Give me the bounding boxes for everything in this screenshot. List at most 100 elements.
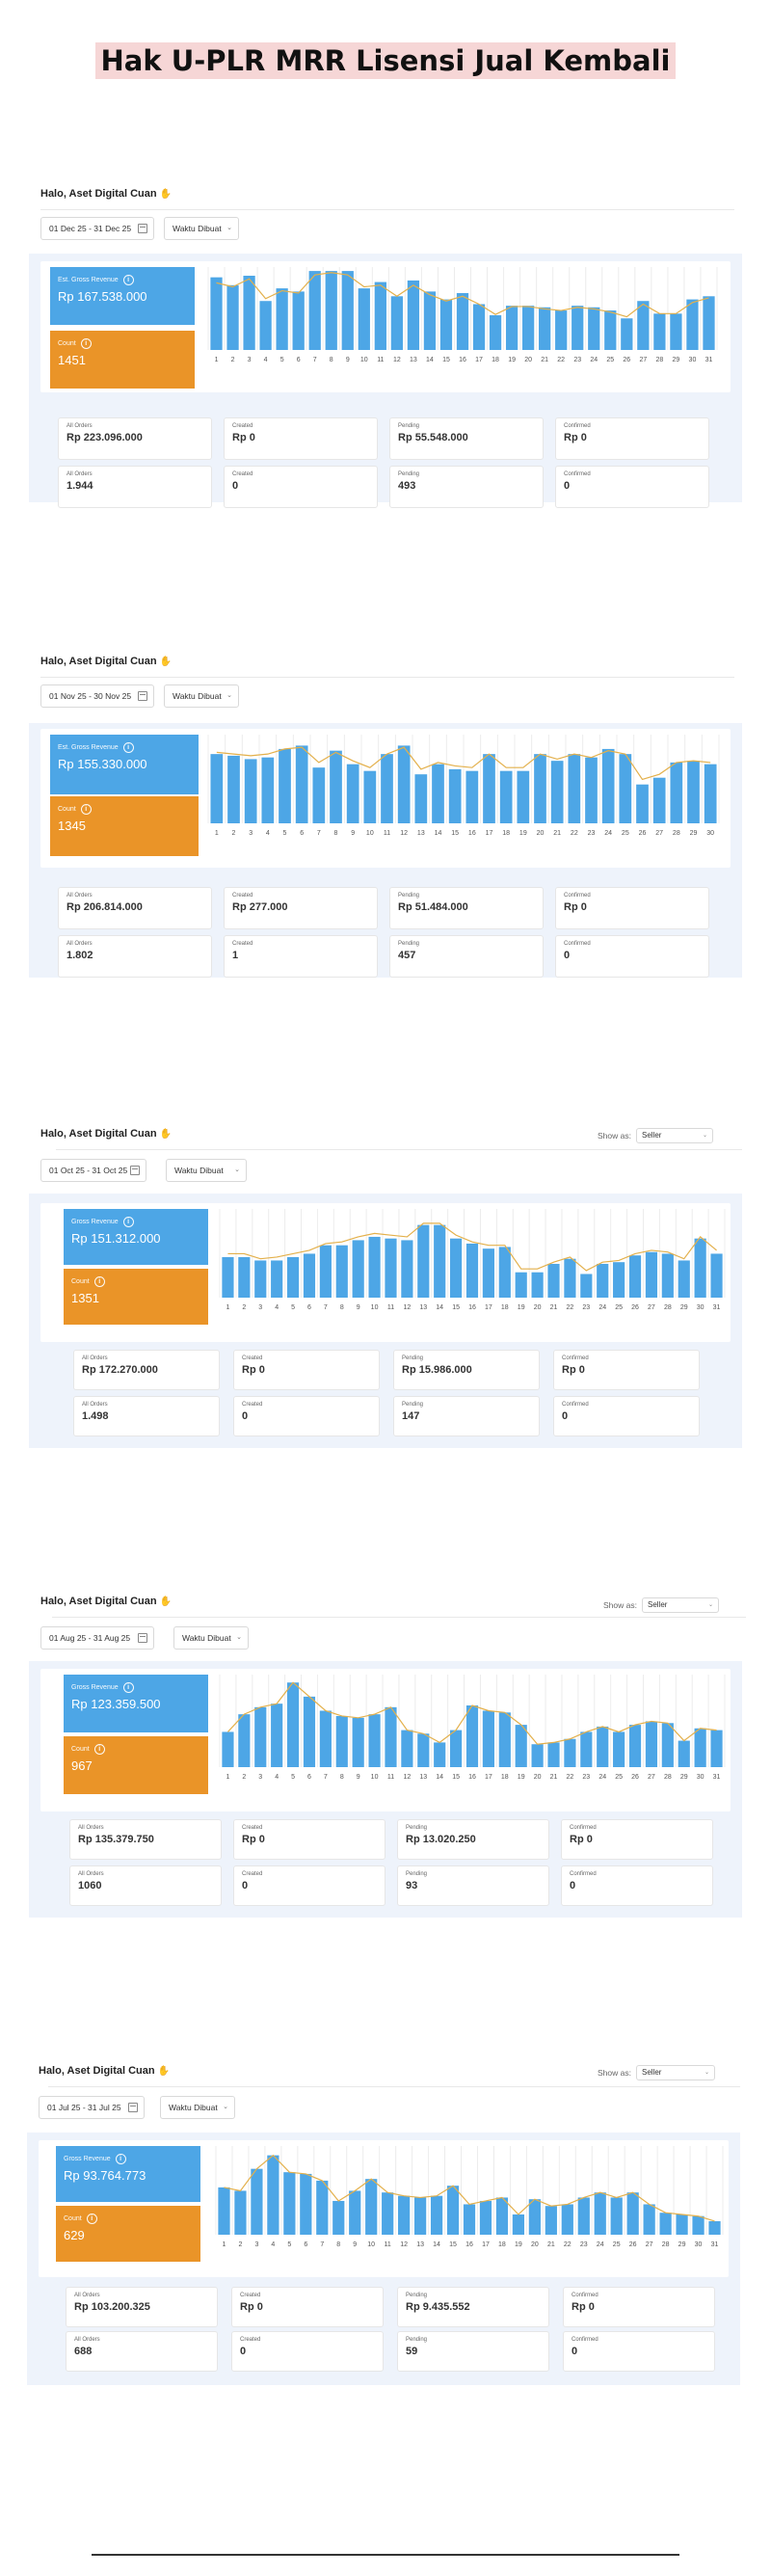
chart-bar[interactable] <box>286 1256 300 1298</box>
chart-bar[interactable] <box>346 764 359 823</box>
chart-bar[interactable] <box>550 761 564 823</box>
chart-bar[interactable] <box>703 296 715 350</box>
chart-bar[interactable] <box>479 2200 492 2235</box>
chart-bar[interactable] <box>619 754 632 823</box>
chart-bar[interactable] <box>283 2172 296 2235</box>
gross-revenue-box[interactable]: Est. Gross Revenue i Rp 167.538.000 <box>50 267 195 325</box>
stat-card[interactable]: Pending 93 <box>397 1865 549 1906</box>
stat-card[interactable]: Created 0 <box>224 466 378 508</box>
chart-bar[interactable] <box>432 764 444 823</box>
stat-card[interactable]: All Orders Rp 135.379.750 <box>69 1819 222 1860</box>
chart-bar[interactable] <box>678 1740 690 1767</box>
chart-bar[interactable] <box>577 2197 590 2235</box>
stat-card[interactable]: All Orders Rp 206.814.000 <box>58 887 212 929</box>
date-range-picker[interactable]: 01 Dec 25 - 31 Dec 25 <box>40 217 154 240</box>
chart-bar[interactable] <box>628 1255 642 1298</box>
stat-card[interactable]: Created 0 <box>233 1396 380 1436</box>
chart-bar[interactable] <box>271 1704 283 1767</box>
chart-bar[interactable] <box>505 306 518 350</box>
chart-bar[interactable] <box>628 1725 642 1767</box>
chart-bar[interactable] <box>374 282 386 350</box>
chart-bar[interactable] <box>547 1742 560 1767</box>
chart-bar[interactable] <box>308 271 321 350</box>
chart-bar[interactable] <box>687 761 700 823</box>
stat-card[interactable]: Created Rp 0 <box>231 2287 384 2327</box>
chart-bar[interactable] <box>439 299 453 350</box>
chart-bar[interactable] <box>528 2199 541 2235</box>
chart-bar[interactable] <box>483 754 495 823</box>
gross-revenue-box[interactable]: Gross Revenue i Rp 93.764.773 <box>56 2146 200 2202</box>
chart-bar[interactable] <box>300 2173 312 2235</box>
chart-bar[interactable] <box>358 288 370 350</box>
chart-bar[interactable] <box>604 310 617 350</box>
chart-bar[interactable] <box>626 2192 639 2235</box>
chart-bar[interactable] <box>210 754 224 823</box>
count-box[interactable]: Count i 1351 <box>64 1269 208 1325</box>
chart-bar[interactable] <box>670 762 683 823</box>
chart-bar[interactable] <box>368 1714 381 1767</box>
chart-bar[interactable] <box>465 1243 479 1298</box>
chart-bar[interactable] <box>686 299 699 350</box>
chart-bar[interactable] <box>708 2220 721 2235</box>
stat-card[interactable]: All Orders 1.944 <box>58 466 212 508</box>
chart-bar[interactable] <box>547 1263 560 1298</box>
chart-bar[interactable] <box>319 1710 332 1767</box>
chart-bar[interactable] <box>482 1710 494 1767</box>
chart-bar[interactable] <box>303 1696 316 1767</box>
stat-card[interactable]: Created Rp 0 <box>233 1350 380 1390</box>
chart-bar[interactable] <box>495 2197 509 2235</box>
stat-card[interactable]: Created 0 <box>233 1865 386 1906</box>
chart-bar[interactable] <box>238 1256 251 1298</box>
chart-bar[interactable] <box>636 784 649 823</box>
stat-card[interactable]: All Orders 688 <box>66 2331 218 2372</box>
info-icon[interactable]: i <box>93 1276 105 1287</box>
chart-bar[interactable] <box>564 1738 576 1767</box>
chart-bar[interactable] <box>365 2179 378 2235</box>
chart-bar[interactable] <box>450 1730 463 1767</box>
chart-bar[interactable] <box>243 276 255 350</box>
chart-bar[interactable] <box>465 770 479 823</box>
time-filter-select[interactable]: Waktu Dibuat ⌄ <box>166 1159 247 1182</box>
chart-bar[interactable] <box>382 2192 394 2235</box>
chart-bar[interactable] <box>335 1245 348 1298</box>
chart-bar[interactable] <box>259 301 272 350</box>
chart-bar[interactable] <box>414 774 428 823</box>
info-icon[interactable]: i <box>122 1217 134 1227</box>
chart-bar[interactable] <box>352 1717 364 1767</box>
chart-bar[interactable] <box>397 745 411 823</box>
chart-bar[interactable] <box>463 2204 476 2235</box>
time-filter-select[interactable]: Waktu Dibuat ⌄ <box>160 2096 235 2119</box>
stat-card[interactable]: Confirmed Rp 0 <box>555 417 709 460</box>
gross-revenue-box[interactable]: Est. Gross Revenue i Rp 155.330.000 <box>50 735 199 794</box>
chart-bar[interactable] <box>446 2186 460 2235</box>
count-box[interactable]: Count i 1345 <box>50 796 199 856</box>
chart-bar[interactable] <box>261 757 275 823</box>
chart-bar[interactable] <box>561 2204 573 2235</box>
chart-bar[interactable] <box>319 1245 332 1298</box>
chart-bar[interactable] <box>335 1715 348 1767</box>
time-filter-select[interactable]: Waktu Dibuat ⌄ <box>173 1626 249 1650</box>
chart-bar[interactable] <box>456 293 469 350</box>
chart-bar[interactable] <box>368 1236 381 1298</box>
chart-bar[interactable] <box>645 1721 658 1767</box>
chart-bar[interactable] <box>423 291 437 350</box>
chart-bar[interactable] <box>653 313 666 350</box>
stat-card[interactable]: Pending Rp 51.484.000 <box>389 887 544 929</box>
chart-bar[interactable] <box>621 318 633 350</box>
chart-bar[interactable] <box>430 2195 443 2235</box>
chart-bar[interactable] <box>670 313 682 350</box>
stat-card[interactable]: Confirmed 0 <box>563 2331 715 2372</box>
chart-bar[interactable] <box>303 1253 316 1298</box>
chart-bar[interactable] <box>465 1705 479 1767</box>
stat-card[interactable]: Pending 493 <box>389 466 544 508</box>
chart-bar[interactable] <box>401 1730 413 1767</box>
stat-card[interactable]: Confirmed 0 <box>555 935 709 978</box>
chart-bar[interactable] <box>643 2204 655 2235</box>
chart-bar[interactable] <box>398 2195 411 2235</box>
chart-bar[interactable] <box>312 767 326 823</box>
chart-bar[interactable] <box>286 1682 300 1767</box>
info-icon[interactable]: i <box>80 338 92 349</box>
chart-bar[interactable] <box>254 1260 267 1298</box>
chart-bar[interactable] <box>234 2190 247 2235</box>
chart-bar[interactable] <box>588 307 600 350</box>
